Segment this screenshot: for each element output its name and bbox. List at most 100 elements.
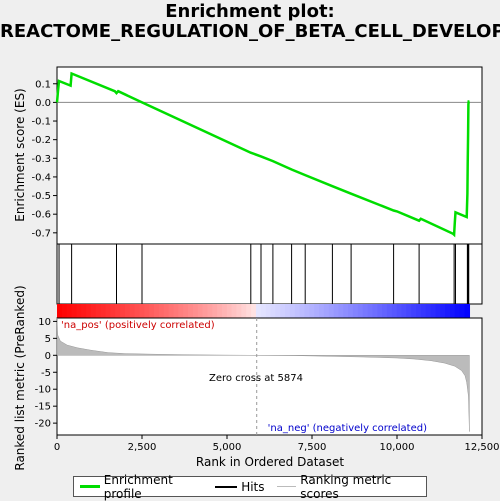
band-segment <box>246 304 252 318</box>
es-y-tick-label: 0.0 <box>35 98 51 109</box>
band-segment <box>450 304 456 318</box>
neg-annotation: 'na_neg' (negatively correlated) <box>268 423 427 434</box>
band-segment <box>212 304 218 318</box>
band-segment <box>115 304 121 318</box>
es-y-tick-label: -0.4 <box>31 172 51 183</box>
legend-hits-swatch <box>215 485 238 488</box>
band-segment <box>294 304 301 318</box>
band-segment <box>66 304 73 318</box>
es-y-tick-label: -0.1 <box>31 117 51 128</box>
rank-color-band <box>57 304 471 318</box>
band-segment <box>362 304 369 318</box>
x-tick-label: 7,500 <box>298 442 327 453</box>
es-y-tick-label: -0.2 <box>31 135 51 146</box>
band-segment <box>343 304 349 318</box>
band-segment <box>207 304 213 318</box>
band-segment <box>129 304 136 318</box>
x-tick-label: 10,000 <box>380 442 415 453</box>
zero-cross-annotation: Zero cross at 5874 <box>209 373 303 384</box>
legend-ranking-swatch <box>276 486 297 487</box>
band-segment <box>134 304 141 318</box>
band-segment <box>260 304 267 318</box>
band-segment <box>280 304 286 318</box>
band-segment <box>217 304 223 318</box>
band-segment <box>197 304 204 318</box>
band-segment <box>158 304 165 318</box>
band-segment <box>440 304 446 318</box>
band-segment <box>105 304 111 318</box>
band-segment <box>192 304 199 318</box>
es-y-tick-label: 0.1 <box>35 79 51 90</box>
band-segment <box>352 304 359 318</box>
ranking-area <box>56 317 470 432</box>
band-segment <box>314 304 320 318</box>
pos-annotation: 'na_pos' (positively correlated) <box>61 320 215 331</box>
legend-ranking: Ranking metric scores <box>276 473 420 501</box>
chart-title: Enrichment plot: REACTOME_REGULATION_OF_… <box>0 1 500 42</box>
band-segment <box>76 304 82 318</box>
band-segment <box>90 304 97 318</box>
band-segment <box>319 304 325 318</box>
band-segment <box>265 304 272 318</box>
band-segment <box>110 304 116 318</box>
legend: Enrichment profile Hits Ranking metric s… <box>73 473 427 501</box>
band-segment <box>168 304 175 318</box>
band-segment <box>401 304 407 318</box>
band-segment <box>124 304 131 318</box>
band-segment <box>100 304 107 318</box>
rank-y-tick-label: -10 <box>35 385 51 396</box>
legend-enrichment-label: Enrichment profile <box>103 472 173 501</box>
band-segment <box>367 304 373 318</box>
rank-x-label: Rank in Ordered Dataset <box>196 455 344 469</box>
band-segment <box>435 304 441 318</box>
band-segment <box>382 304 388 318</box>
band-segment <box>241 304 247 318</box>
band-segment <box>425 304 432 318</box>
band-segment <box>333 304 340 318</box>
band-segment <box>61 304 68 318</box>
band-segment <box>416 304 422 318</box>
band-segment <box>299 304 306 318</box>
legend-es-swatch <box>80 485 100 488</box>
band-segment <box>183 304 189 318</box>
band-segment <box>430 304 437 318</box>
band-segment <box>386 304 393 318</box>
band-segment <box>57 304 63 318</box>
band-segment <box>275 304 281 318</box>
band-segment <box>372 304 378 318</box>
band-segment <box>328 304 335 318</box>
band-segment <box>226 304 233 318</box>
band-segment <box>173 304 179 318</box>
legend-hits: Hits <box>215 479 265 494</box>
band-segment <box>420 304 427 318</box>
rank-y-tick-label: 5 <box>45 334 51 345</box>
band-segment <box>86 304 92 318</box>
band-segment <box>309 304 315 318</box>
x-tick-label: 5,000 <box>213 442 242 453</box>
band-segment <box>454 304 461 318</box>
band-segment <box>154 304 160 318</box>
band-segment <box>221 304 228 318</box>
rank-y-tick-label: -15 <box>35 402 51 413</box>
x-tick-label: 0 <box>54 442 60 453</box>
rank-y-tick-label: 10 <box>38 317 51 328</box>
es-y-tick-label: -0.3 <box>31 154 51 165</box>
band-segment <box>445 304 451 318</box>
es-curve <box>55 71 470 238</box>
band-segment <box>338 304 344 318</box>
band-segment <box>163 304 170 318</box>
es-y-tick-label: -0.5 <box>31 191 51 202</box>
legend-enrichment: Enrichment profile <box>80 473 203 501</box>
legend-hits-label: Hits <box>241 479 265 494</box>
band-segment <box>270 304 276 318</box>
hits-panel <box>56 243 483 305</box>
rank-y-tick-label: -5 <box>41 368 51 379</box>
band-segment <box>188 304 194 318</box>
band-segment <box>251 304 257 318</box>
band-segment <box>411 304 417 318</box>
band-segment <box>120 304 126 318</box>
band-segment <box>289 304 296 318</box>
band-segment <box>71 304 78 318</box>
band-segment <box>139 304 145 318</box>
